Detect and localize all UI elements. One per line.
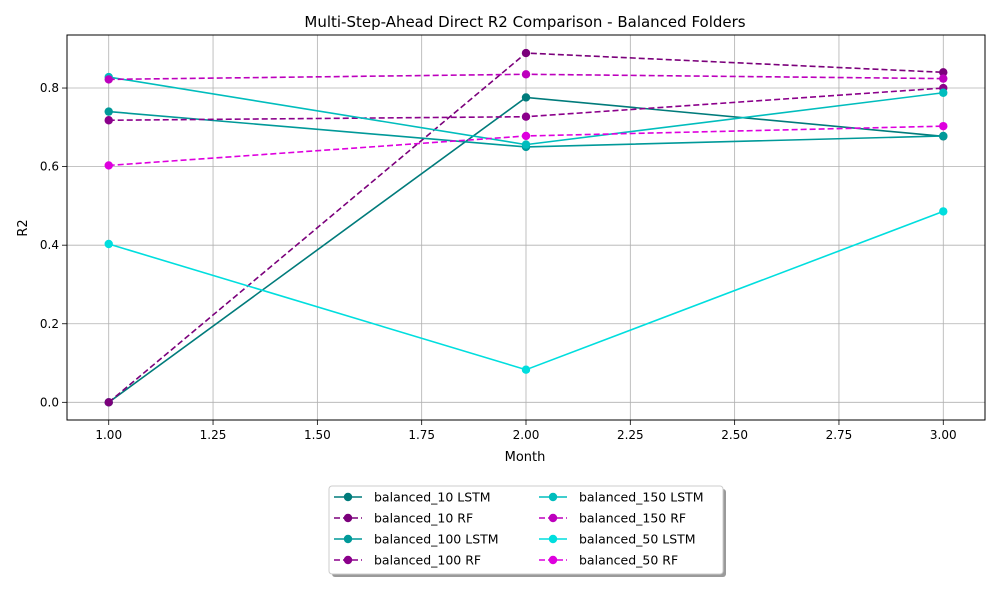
legend-label: balanced_150 LSTM <box>579 490 704 505</box>
grid-lines <box>67 35 985 420</box>
legend-item[interactable]: balanced_100 LSTM <box>334 532 499 547</box>
x-tick-label: 2.25 <box>617 428 644 442</box>
legend-marker <box>343 534 353 544</box>
data-point <box>521 93 531 102</box>
data-point <box>939 88 948 97</box>
legend-box <box>328 485 724 575</box>
y-tick-label: 0.8 <box>40 81 59 95</box>
legend-label: balanced_100 LSTM <box>374 532 499 547</box>
legend-item[interactable]: balanced_150 RF <box>539 511 686 526</box>
data-point <box>521 140 531 149</box>
series-balanced-150-rf <box>104 70 948 84</box>
data-point <box>521 365 531 374</box>
data-point <box>104 116 113 125</box>
x-axis-label: Month <box>505 450 546 465</box>
series-balanced-50-lstm <box>104 207 948 374</box>
series-group <box>104 48 948 407</box>
y-axis-label: R2 <box>16 219 31 236</box>
x-tick-label: 2.50 <box>721 428 748 442</box>
x-tick-label: 2.00 <box>513 428 540 442</box>
legend-marker <box>343 492 353 502</box>
data-point <box>104 239 113 249</box>
x-tick-label: 1.50 <box>304 428 331 442</box>
series-balanced-50-rf <box>104 121 948 170</box>
legend-marker <box>548 534 558 544</box>
data-point <box>521 131 531 141</box>
legend-label: balanced_150 RF <box>579 511 686 526</box>
legend-marker <box>548 555 558 565</box>
data-point <box>521 48 531 58</box>
legend-label: balanced_50 RF <box>579 553 678 568</box>
x-axis-ticks: 1.00 1.25 1.50 1.75 2.00 2.25 2.50 2.75 3.00 <box>95 420 957 442</box>
legend-item[interactable]: balanced_10 LSTM <box>334 490 491 505</box>
legend-item[interactable]: balanced_10 RF <box>334 511 473 526</box>
data-point <box>939 121 948 131</box>
data-point <box>104 75 113 84</box>
data-point <box>939 74 948 83</box>
x-tick-label: 1.25 <box>200 428 227 442</box>
x-tick-label: 2.75 <box>826 428 853 442</box>
y-tick-label: 0.2 <box>40 317 59 331</box>
data-point <box>939 68 948 77</box>
legend-label: balanced_10 RF <box>374 511 473 526</box>
y-tick-label: 0.6 <box>40 160 59 174</box>
x-tick-label: 1.00 <box>95 428 122 442</box>
legend-item[interactable]: balanced_50 LSTM <box>539 532 696 547</box>
data-point <box>104 107 113 116</box>
legend-item[interactable]: balanced_150 LSTM <box>539 490 704 505</box>
data-point <box>939 207 948 216</box>
legend-marker <box>548 513 558 523</box>
legend-label: balanced_10 LSTM <box>374 490 491 505</box>
data-point <box>521 112 531 121</box>
y-tick-label: 0.4 <box>40 238 59 252</box>
chart-title: Multi-Step-Ahead Direct R2 Comparison - … <box>304 13 745 31</box>
legend-marker <box>343 513 353 523</box>
legend-items: balanced_10 LSTM balanced_10 RF balanced_1… <box>334 490 704 568</box>
legend-label: balanced_50 LSTM <box>579 532 696 547</box>
x-tick-label: 3.00 <box>930 428 957 442</box>
legend-item[interactable]: balanced_100 RF <box>334 553 481 568</box>
x-tick-label: 1.75 <box>408 428 435 442</box>
data-point <box>104 161 113 170</box>
data-point <box>521 70 531 79</box>
legend-label: balanced_100 RF <box>374 553 481 568</box>
legend-item[interactable]: balanced_50 RF <box>539 553 678 568</box>
legend[interactable]: balanced_10 LSTM balanced_10 RF balanced_1… <box>328 485 726 577</box>
legend-marker <box>343 555 353 565</box>
legend-marker <box>548 492 558 502</box>
y-axis-ticks: 0.0 0.2 0.4 0.6 0.8 <box>40 81 67 409</box>
data-point <box>104 398 113 407</box>
data-point <box>939 131 948 141</box>
y-tick-label: 0.0 <box>40 395 59 409</box>
